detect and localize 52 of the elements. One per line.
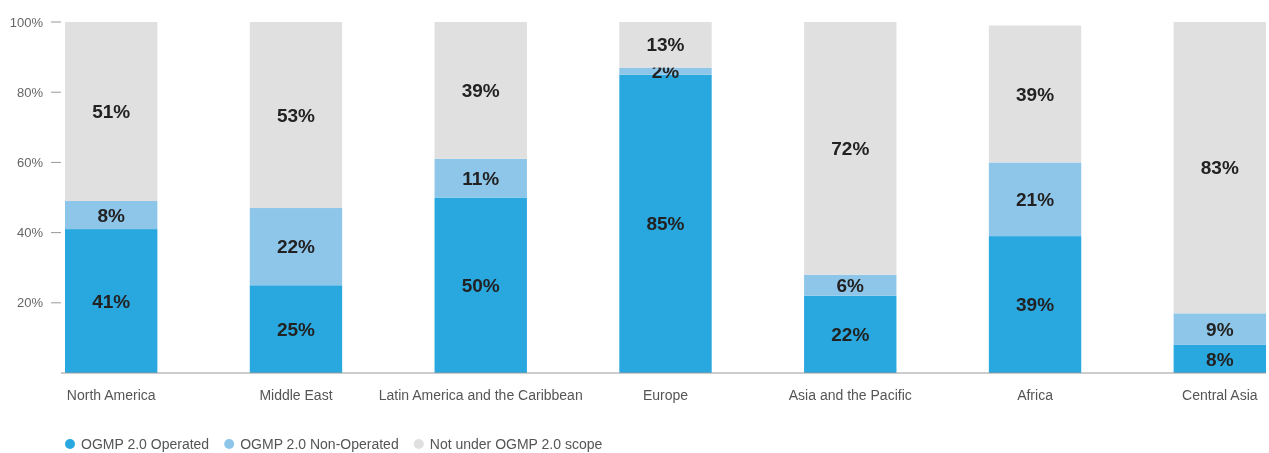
bar	[434, 158, 527, 198]
bar	[65, 229, 158, 373]
data-label: 25%	[276, 318, 316, 340]
bar	[65, 22, 158, 202]
data-label: 72%	[831, 138, 870, 160]
legend-label: OGMP 2.0 Operated	[81, 435, 210, 452]
data-label: 53%	[276, 104, 316, 126]
data-label: 22%	[276, 236, 316, 258]
data-label: 8%	[97, 204, 126, 226]
data-label: 39%	[1016, 294, 1055, 316]
bar	[249, 285, 343, 373]
y-tick-label: 80%	[16, 84, 44, 100]
x-tick-label: Asia and the Pacific	[788, 387, 912, 403]
data-label: 8%	[1206, 348, 1234, 370]
data-label: 22%	[831, 324, 870, 346]
x-tick-label: North America	[66, 387, 156, 403]
data-label: 21%	[1016, 188, 1055, 210]
bar	[804, 295, 897, 373]
data-label: 50%	[461, 274, 500, 296]
bar	[988, 162, 1082, 237]
bar	[988, 236, 1082, 373]
bar	[804, 22, 897, 275]
bar	[249, 22, 343, 209]
y-tick-label: 100%	[9, 14, 44, 30]
data-label: 13%	[646, 34, 685, 56]
bar	[1173, 22, 1266, 314]
data-label: 85%	[646, 213, 685, 235]
legend-label: OGMP 2.0 Non-Operated	[240, 435, 399, 452]
x-tick-label: Africa	[1017, 387, 1054, 403]
x-tick-label: Europe	[642, 387, 689, 403]
bar	[65, 201, 158, 230]
data-label: 39%	[461, 80, 500, 102]
x-tick-label: Central Asia	[1182, 387, 1258, 403]
y-tick-label: 20%	[16, 295, 44, 311]
bar	[434, 22, 527, 159]
x-tick-label: Latin America and the Caribbean	[378, 387, 583, 403]
bar	[619, 22, 712, 68]
bar	[1173, 313, 1266, 345]
y-tick-label: 40%	[16, 225, 44, 241]
data-label: 83%	[1200, 157, 1239, 179]
bar	[249, 208, 343, 286]
data-label: 6%	[836, 274, 865, 296]
data-label: 51%	[92, 101, 131, 123]
x-tick-label: Middle East	[259, 387, 333, 403]
legend-label: Not under OGMP 2.0 scope	[429, 435, 603, 452]
data-label: 41%	[92, 290, 131, 312]
data-label: 9%	[1206, 318, 1234, 340]
data-label: 39%	[1016, 83, 1055, 105]
data-label: 11%	[462, 167, 500, 189]
y-tick-label: 60%	[16, 154, 44, 170]
bar	[434, 197, 527, 373]
bar	[988, 25, 1082, 163]
